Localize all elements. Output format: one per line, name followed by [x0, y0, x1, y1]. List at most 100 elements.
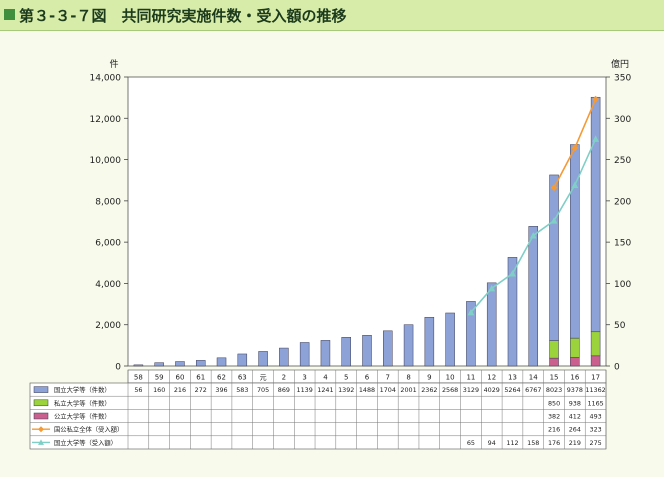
- bar-segment: [466, 301, 476, 367]
- data-label: 583: [236, 386, 248, 394]
- data-label: 1139: [297, 386, 313, 394]
- data-label: 112: [506, 439, 518, 447]
- left-axis-tick-label: 6,000: [95, 239, 121, 249]
- right-axis-tick-label: 50: [614, 321, 626, 331]
- data-label: 2001: [400, 386, 416, 394]
- x-tick-label: 61: [196, 374, 205, 382]
- legend-label: 私立大学等（件数）: [54, 398, 111, 407]
- data-label: 8023: [546, 386, 562, 394]
- legend-swatch: [33, 412, 49, 420]
- x-tick-label: 13: [508, 374, 517, 382]
- data-label: 5264: [504, 386, 520, 394]
- bar-segment: [362, 335, 372, 367]
- data-label: 1165: [587, 399, 603, 407]
- legend-label: 公立大学等（件数）: [54, 412, 111, 421]
- bar-segment: [279, 347, 289, 367]
- data-label: 275: [590, 439, 602, 447]
- bar-segment: [195, 360, 206, 367]
- bar-segment: [237, 353, 248, 367]
- data-label: 158: [527, 439, 539, 447]
- data-label: 382: [548, 413, 560, 421]
- x-tick-label: 元: [260, 374, 267, 382]
- header-square-icon: [4, 9, 15, 20]
- data-label: 65: [467, 439, 475, 447]
- data-label: 1392: [338, 386, 354, 394]
- x-tick-label: 59: [155, 374, 164, 382]
- data-point: [529, 232, 537, 239]
- x-tick-label: 11: [466, 374, 475, 382]
- bar-segment: [216, 357, 227, 367]
- data-label: 3129: [463, 386, 479, 394]
- legend-marker: [38, 426, 44, 433]
- data-label: 396: [215, 386, 227, 394]
- bar-segment: [549, 340, 559, 359]
- x-tick-label: 12: [487, 374, 496, 382]
- x-tick-label: 63: [238, 374, 247, 382]
- bar-segment: [570, 337, 580, 358]
- legend-label: 国立大学等（受入額）: [54, 438, 117, 447]
- right-axis-unit: 億円: [611, 58, 629, 70]
- bar-segment: [383, 330, 393, 367]
- data-label: 9378: [567, 386, 583, 394]
- data-label: 216: [174, 386, 186, 394]
- bar-segment: [258, 351, 268, 367]
- data-point: [592, 95, 600, 103]
- legend-marker: [38, 439, 44, 445]
- left-axis-unit: 件: [109, 58, 118, 70]
- data-label: 869: [278, 386, 290, 394]
- data-point: [488, 284, 496, 292]
- data-label: 1488: [359, 386, 375, 394]
- legend-swatch: [33, 386, 49, 393]
- data-label: 176: [548, 439, 560, 447]
- x-tick-label: 60: [175, 374, 184, 382]
- right-axis-tick-label: 100: [614, 280, 631, 290]
- data-point: [571, 144, 579, 152]
- left-axis-tick-label: 4,000: [95, 280, 121, 290]
- data-label: 1704: [380, 386, 396, 394]
- figure-title: 第３-３-７図 共同研究実施件数・受入額の推移: [19, 7, 347, 25]
- bar-segment: [507, 257, 518, 367]
- data-label: 850: [548, 399, 560, 407]
- data-label: 412: [569, 413, 581, 421]
- x-tick-label: 17: [591, 374, 600, 382]
- data-label: 264: [569, 426, 581, 434]
- right-axis-tick-label: 350: [614, 74, 631, 84]
- left-axis-tick-label: 0: [115, 363, 121, 373]
- left-axis-tick-label: 12,000: [90, 115, 122, 125]
- data-point: [571, 181, 579, 189]
- data-point: [592, 135, 600, 142]
- data-label: 6767: [525, 386, 541, 394]
- x-tick-label: 2: [282, 374, 286, 382]
- x-tick-label: 8: [406, 374, 410, 382]
- data-label: 1241: [317, 386, 333, 394]
- x-tick-label: 5: [344, 374, 348, 382]
- x-tick-label: 16: [570, 374, 579, 382]
- bar-segment: [299, 342, 310, 367]
- x-tick-label: 10: [446, 374, 455, 382]
- x-tick-label: 62: [217, 374, 226, 382]
- right-axis-tick-label: 200: [614, 197, 631, 207]
- data-point: [508, 270, 516, 277]
- data-label: 94: [488, 439, 496, 447]
- bar-segment: [549, 357, 559, 367]
- right-axis-tick-label: 0: [614, 363, 620, 373]
- data-label: 2362: [421, 386, 437, 394]
- x-tick-label: 3: [302, 374, 306, 382]
- data-label: 216: [548, 426, 560, 434]
- x-tick-label: 14: [529, 374, 538, 382]
- data-label: 938: [569, 399, 581, 407]
- legend-swatch: [33, 399, 49, 407]
- left-axis-tick-label: 10,000: [90, 156, 122, 166]
- data-label: 2568: [442, 386, 458, 394]
- data-label: 705: [257, 386, 269, 394]
- right-axis-tick-label: 150: [614, 239, 631, 249]
- data-point: [550, 184, 558, 192]
- bar-segment: [528, 226, 539, 367]
- data-label: 56: [134, 386, 142, 394]
- legend-label: 国公私立全体（受入額）: [54, 425, 123, 434]
- bar-segment: [175, 361, 185, 367]
- bar-segment: [133, 364, 144, 367]
- x-tick-label: 9: [427, 374, 431, 382]
- left-axis-tick-label: 14,000: [90, 74, 122, 84]
